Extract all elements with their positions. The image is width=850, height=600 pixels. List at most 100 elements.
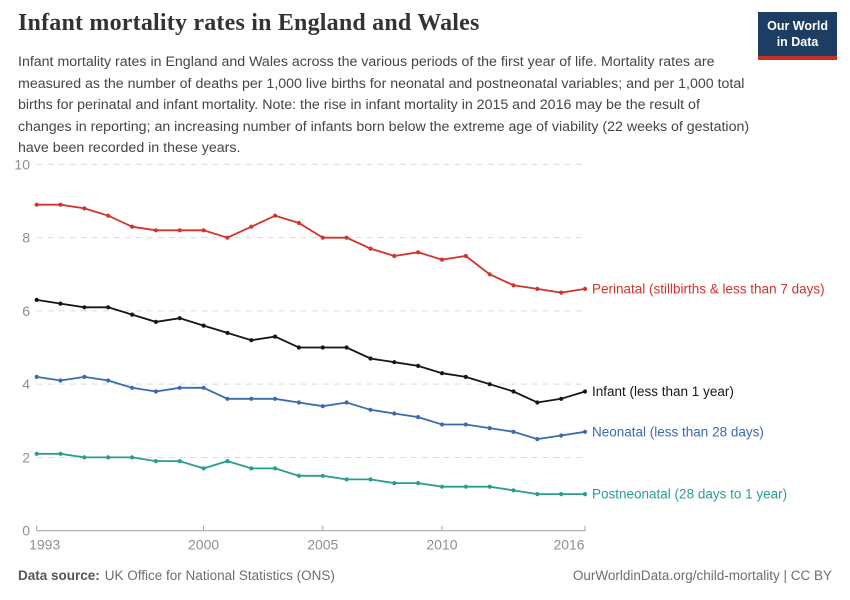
data-point (201, 323, 206, 328)
series-label: Neonatal (less than 28 days) (592, 424, 764, 439)
data-point (392, 481, 397, 486)
data-point (106, 305, 111, 310)
data-point (559, 290, 564, 295)
data-point (392, 411, 397, 416)
data-point (225, 330, 230, 335)
data-point (416, 363, 421, 368)
data-point (416, 250, 421, 255)
data-point (225, 396, 230, 401)
x-tick-label: 2005 (307, 537, 338, 553)
series-line (36, 375, 586, 441)
data-point (416, 481, 421, 486)
data-point (130, 312, 135, 317)
data-point (177, 385, 182, 390)
data-point (106, 455, 111, 460)
data-point (82, 305, 87, 310)
data-point (177, 316, 182, 321)
data-source-text: UK Office for National Statistics (ONS) (104, 568, 335, 583)
data-point (225, 235, 230, 240)
data-point (273, 396, 278, 401)
data-point (320, 473, 325, 478)
data-source-label: Data source: (18, 568, 100, 583)
chart-subtitle: Infant mortality rates in England and Wa… (18, 54, 750, 157)
x-tick-label: 1993 (29, 537, 60, 553)
data-point (201, 228, 206, 233)
data-point (368, 477, 373, 482)
data-point (416, 415, 421, 420)
data-point (511, 429, 516, 434)
data-point (463, 422, 468, 427)
data-point (535, 492, 540, 497)
data-point (153, 319, 158, 324)
data-point (249, 466, 254, 471)
y-tick-label: 0 (22, 523, 30, 539)
data-point (106, 213, 111, 218)
data-point (201, 466, 206, 471)
data-source: Data source: UK Office for National Stat… (18, 568, 335, 583)
credit-line: OurWorldinData.org/child-mortality | CC … (572, 568, 832, 583)
data-point (439, 371, 445, 376)
series-line (36, 203, 586, 294)
data-point (320, 404, 325, 409)
data-point (249, 338, 254, 343)
data-point (344, 477, 349, 482)
data-point (296, 345, 301, 350)
series-line (36, 299, 586, 404)
y-tick-label: 2 (22, 449, 30, 465)
data-point (296, 220, 301, 226)
series-label: Perinatal (stillbirths & less than 7 day… (592, 281, 825, 296)
data-point (487, 272, 492, 277)
data-point (535, 400, 540, 405)
data-point (34, 451, 39, 456)
data-point (487, 382, 492, 387)
data-point (487, 484, 492, 489)
data-point (439, 257, 445, 262)
data-point (82, 455, 87, 460)
data-point (511, 283, 516, 288)
data-point (392, 360, 397, 365)
data-point (511, 488, 516, 493)
data-point (153, 459, 158, 464)
data-point (392, 253, 397, 259)
data-point (535, 437, 540, 442)
data-point (58, 378, 63, 383)
data-point (34, 202, 39, 207)
x-tick-label: 2010 (426, 537, 457, 553)
data-point (249, 224, 254, 229)
data-point (559, 433, 564, 438)
data-point (34, 374, 39, 379)
series-label: Postneonatal (28 days to 1 year) (592, 487, 787, 502)
x-tick-label: 2016 (553, 537, 584, 553)
data-point (368, 246, 373, 251)
data-point (487, 426, 492, 431)
data-point (439, 422, 445, 427)
data-point (320, 235, 325, 240)
owid-logo-line1: Our World (767, 19, 828, 33)
data-point (249, 396, 254, 401)
data-point (273, 466, 278, 471)
data-point (58, 301, 63, 306)
data-point (296, 400, 301, 405)
data-point (58, 451, 63, 456)
data-point (130, 385, 135, 390)
data-point (201, 385, 206, 390)
y-tick-label: 4 (22, 376, 30, 392)
data-point (82, 374, 87, 379)
owid-logo: Our World in Data (758, 12, 837, 60)
data-point (130, 224, 135, 229)
data-point (296, 473, 301, 478)
data-point (439, 484, 445, 489)
y-tick-label: 6 (22, 303, 30, 319)
data-point (344, 400, 349, 405)
data-point (368, 407, 373, 412)
data-point (368, 356, 373, 361)
series-line (36, 452, 585, 496)
data-point (535, 286, 540, 291)
page-title: Infant mortality rates in England and Wa… (18, 10, 480, 36)
data-point (511, 389, 516, 394)
data-point (582, 389, 588, 394)
data-point (463, 374, 468, 379)
data-point (177, 459, 182, 464)
data-point (559, 396, 564, 401)
data-point (153, 228, 158, 233)
